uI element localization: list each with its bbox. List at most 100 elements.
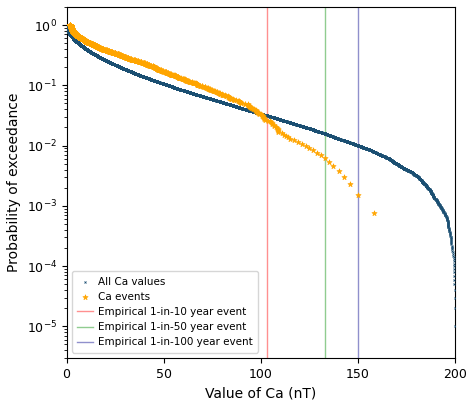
All Ca values — [73, 39, 81, 45]
All Ca values — [101, 57, 109, 63]
All Ca values — [161, 81, 168, 88]
All Ca values — [84, 47, 92, 54]
All Ca values — [160, 81, 167, 87]
All Ca values — [64, 25, 71, 32]
All Ca values — [69, 34, 76, 41]
All Ca values — [83, 46, 91, 53]
All Ca values — [64, 26, 71, 32]
All Ca values — [63, 23, 71, 30]
All Ca values — [63, 24, 71, 30]
All Ca values — [75, 40, 82, 47]
All Ca values — [82, 46, 90, 53]
All Ca values — [64, 28, 72, 34]
All Ca values — [67, 33, 75, 39]
All Ca values — [63, 23, 71, 29]
All Ca values — [63, 22, 70, 28]
All Ca values — [177, 86, 184, 93]
All Ca values — [66, 31, 73, 37]
All Ca values — [64, 28, 72, 34]
All Ca values — [64, 28, 72, 34]
All Ca values — [76, 41, 84, 48]
All Ca values — [67, 32, 74, 39]
All Ca values — [282, 118, 289, 125]
All Ca values — [67, 32, 74, 38]
All Ca values — [151, 78, 159, 84]
All Ca values — [67, 32, 74, 38]
All Ca values — [328, 133, 335, 139]
All Ca values — [151, 77, 158, 84]
All Ca values — [64, 26, 72, 33]
All Ca values — [65, 29, 73, 35]
All Ca values — [71, 36, 78, 43]
All Ca values — [86, 48, 93, 55]
All Ca values — [76, 41, 83, 48]
All Ca values — [127, 68, 134, 74]
All Ca values — [186, 89, 194, 96]
All Ca values — [66, 30, 73, 37]
Ca events — [67, 24, 74, 31]
All Ca values — [63, 25, 71, 31]
All Ca values — [73, 38, 80, 45]
All Ca values — [63, 24, 71, 30]
All Ca values — [72, 37, 79, 44]
All Ca values — [64, 27, 72, 33]
All Ca values — [64, 27, 72, 34]
All Ca values — [64, 26, 71, 32]
All Ca values — [75, 40, 82, 47]
All Ca values — [72, 37, 79, 44]
All Ca values — [66, 31, 74, 38]
All Ca values — [63, 25, 71, 31]
All Ca values — [64, 25, 71, 32]
All Ca values — [68, 33, 75, 39]
All Ca values — [65, 29, 73, 35]
All Ca values — [73, 39, 81, 45]
All Ca values — [64, 27, 72, 33]
All Ca values — [245, 107, 253, 114]
All Ca values — [84, 47, 92, 54]
All Ca values — [63, 23, 71, 29]
All Ca values — [78, 43, 85, 49]
All Ca values — [185, 89, 192, 95]
All Ca values — [96, 54, 104, 61]
All Ca values — [65, 29, 73, 36]
All Ca values — [63, 25, 71, 31]
All Ca values — [93, 52, 100, 59]
All Ca values — [131, 70, 138, 76]
All Ca values — [65, 28, 73, 35]
All Ca values — [110, 61, 118, 67]
All Ca values — [82, 46, 90, 52]
All Ca values — [63, 22, 70, 28]
All Ca values — [72, 38, 80, 44]
All Ca values — [326, 132, 334, 139]
All Ca values — [210, 96, 218, 103]
All Ca values — [73, 39, 81, 45]
All Ca values — [64, 27, 72, 34]
All Ca values — [96, 54, 104, 61]
All Ca values — [214, 98, 222, 104]
All Ca values — [157, 80, 164, 86]
All Ca values — [146, 76, 154, 82]
All Ca values — [94, 53, 101, 59]
All Ca values — [100, 56, 108, 63]
All Ca values — [146, 76, 154, 82]
All Ca values — [77, 42, 85, 48]
All Ca values — [170, 84, 177, 90]
All Ca values — [64, 26, 71, 33]
All Ca values — [92, 52, 100, 59]
All Ca values — [443, 216, 451, 223]
All Ca values — [65, 28, 73, 35]
All Ca values — [79, 44, 87, 50]
All Ca values — [106, 59, 114, 66]
All Ca values — [64, 27, 72, 33]
All Ca values — [100, 56, 108, 63]
All Ca values — [84, 47, 92, 54]
All Ca values — [76, 41, 83, 47]
All Ca values — [66, 31, 74, 37]
All Ca values — [76, 41, 84, 48]
All Ca values — [124, 67, 131, 74]
All Ca values — [101, 57, 109, 63]
All Ca values — [63, 23, 71, 29]
All Ca values — [74, 39, 82, 46]
All Ca values — [80, 44, 88, 50]
All Ca values — [99, 56, 107, 62]
